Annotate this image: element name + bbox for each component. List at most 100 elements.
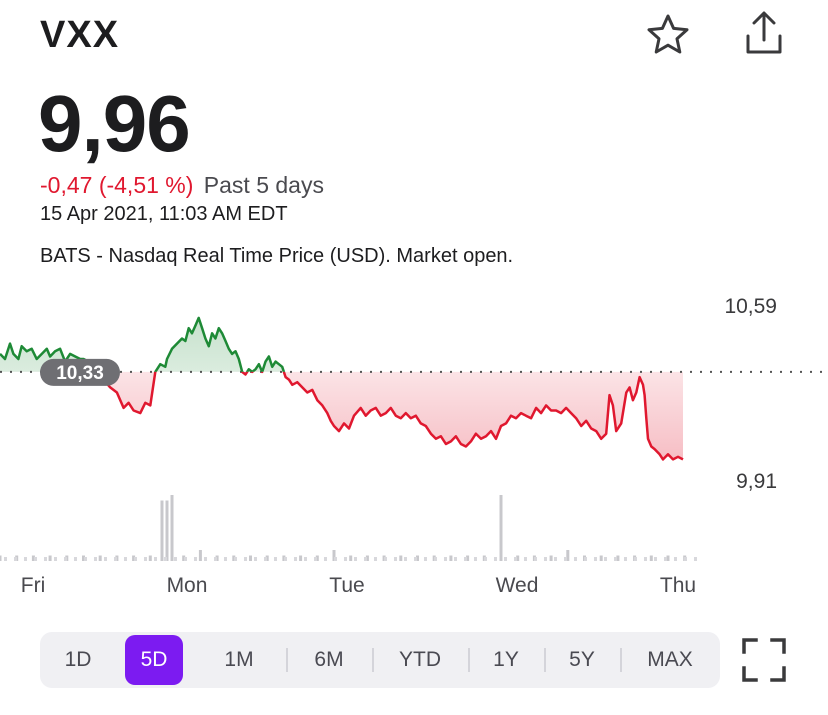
price-chart[interactable]: 10,33 10,59 9,91 Fri Mon Tue Wed Thu	[0, 285, 828, 615]
volume-baseline-dot	[514, 557, 517, 561]
volume-baseline-dot	[584, 557, 587, 561]
volume-bar	[182, 555, 186, 561]
range-1y-button[interactable]: 1Y	[468, 632, 544, 688]
change-period: Past 5 days	[203, 172, 324, 198]
previous-close-pill	[40, 358, 120, 386]
volume-baseline-dot	[504, 557, 507, 561]
volume-baseline-dot	[34, 557, 37, 561]
range-1d-button[interactable]: 1D	[40, 632, 116, 688]
volume-baseline-dot	[44, 557, 47, 561]
volume-baseline-dot	[24, 557, 27, 561]
x-label-mon: Mon	[167, 574, 208, 597]
volume-baseline-dot	[684, 557, 687, 561]
price-line-down	[97, 371, 684, 461]
volume-baseline-dot	[674, 557, 677, 561]
volume-baseline-dot	[104, 557, 107, 561]
range-6m-button[interactable]: 6M	[286, 632, 372, 688]
volume-bar	[170, 495, 174, 561]
range-label: 1Y	[493, 648, 519, 671]
volume-baseline-dot	[414, 557, 417, 561]
share-icon	[746, 11, 782, 54]
x-label-wed: Wed	[496, 574, 539, 597]
volume-baseline-dot	[204, 557, 207, 561]
volume-bar	[666, 555, 670, 561]
star-icon	[647, 14, 689, 54]
volume-baseline-dot	[124, 557, 127, 561]
volume-bar	[0, 555, 2, 561]
volume-bar	[599, 555, 603, 561]
volume-baseline-dot	[134, 557, 137, 561]
volume-baseline-dot	[164, 557, 167, 561]
volume-baseline-dot	[464, 557, 467, 561]
volume-bar	[315, 555, 319, 561]
volume-bar	[148, 555, 152, 561]
volume-baseline-dot	[624, 557, 627, 561]
area-above-close	[0, 317, 284, 372]
volume-baseline-dot	[334, 557, 337, 561]
range-5y-button[interactable]: 5Y	[544, 632, 620, 688]
volume-baseline-dot	[314, 557, 317, 561]
range-label: YTD	[399, 648, 441, 671]
volume-baseline-dot	[54, 557, 57, 561]
ticker-symbol: VXX	[40, 14, 120, 56]
quote-source: BATS - Nasdaq Real Time Price (USD). Mar…	[40, 245, 514, 267]
volume-bar	[198, 550, 202, 561]
range-5d-button[interactable]: 5D	[116, 632, 192, 688]
x-label-tue: Tue	[329, 574, 364, 597]
range-label: 6M	[314, 648, 344, 671]
volume-baseline-dot	[484, 557, 487, 561]
volume-bar	[48, 555, 52, 561]
volume-bar	[649, 555, 653, 561]
volume-baseline-dot	[224, 557, 227, 561]
range-ytd-button[interactable]: YTD	[372, 632, 468, 688]
watchlist-star-button[interactable]	[644, 12, 692, 58]
y-label-high: 10,59	[724, 295, 777, 318]
volume-baseline-dot	[84, 557, 87, 561]
volume-baseline-dot	[364, 557, 367, 561]
volume-baseline-dot	[154, 557, 157, 561]
previous-close-label: 10,33	[56, 363, 104, 384]
volume-baseline-dot	[634, 557, 637, 561]
volume-bar	[132, 555, 136, 561]
volume-baseline-dot	[394, 557, 397, 561]
volume-bar	[466, 555, 470, 561]
volume-baseline-dot	[294, 557, 297, 561]
volume-baseline-dot	[404, 557, 407, 561]
range-max-button[interactable]: MAX	[620, 632, 720, 688]
x-label-fri: Fri	[21, 574, 46, 597]
volume-baseline-dot	[174, 557, 177, 561]
volume-bar	[516, 555, 520, 561]
volume-baseline-dot	[384, 557, 387, 561]
volume-baseline-dot	[184, 557, 187, 561]
volume-baseline-dot	[254, 557, 257, 561]
volume-bar	[160, 500, 164, 561]
fullscreen-button[interactable]	[740, 636, 788, 684]
volume-baseline-dot	[424, 557, 427, 561]
share-button[interactable]	[740, 8, 788, 58]
volume-baseline-dot	[554, 557, 557, 561]
volume-bar	[449, 555, 453, 561]
volume-baseline-dot	[304, 557, 307, 561]
area-below-close	[0, 371, 683, 460]
volume-baseline-dot	[544, 557, 547, 561]
volume-baseline-dot	[74, 557, 77, 561]
volume-baseline-dot	[64, 557, 67, 561]
volume-baseline-dot	[694, 557, 697, 561]
volume-bar	[332, 550, 336, 561]
volume-bar	[499, 495, 503, 561]
range-label: 1D	[64, 648, 92, 671]
range-label: MAX	[647, 648, 693, 671]
volume-baseline-dot	[244, 557, 247, 561]
range-1m-button[interactable]: 1M	[192, 632, 286, 688]
volume-bar	[549, 555, 553, 561]
volume-bar	[232, 555, 236, 561]
volume-baseline-dot	[344, 557, 347, 561]
volume-baseline-dot	[644, 557, 647, 561]
volume-bar	[98, 555, 102, 561]
volume-bar	[616, 555, 620, 561]
volume-baseline-dot	[604, 557, 607, 561]
volume-bar	[299, 555, 303, 561]
volume-bar	[265, 555, 269, 561]
volume-baseline-dot	[284, 557, 287, 561]
volume-bar	[365, 555, 369, 561]
